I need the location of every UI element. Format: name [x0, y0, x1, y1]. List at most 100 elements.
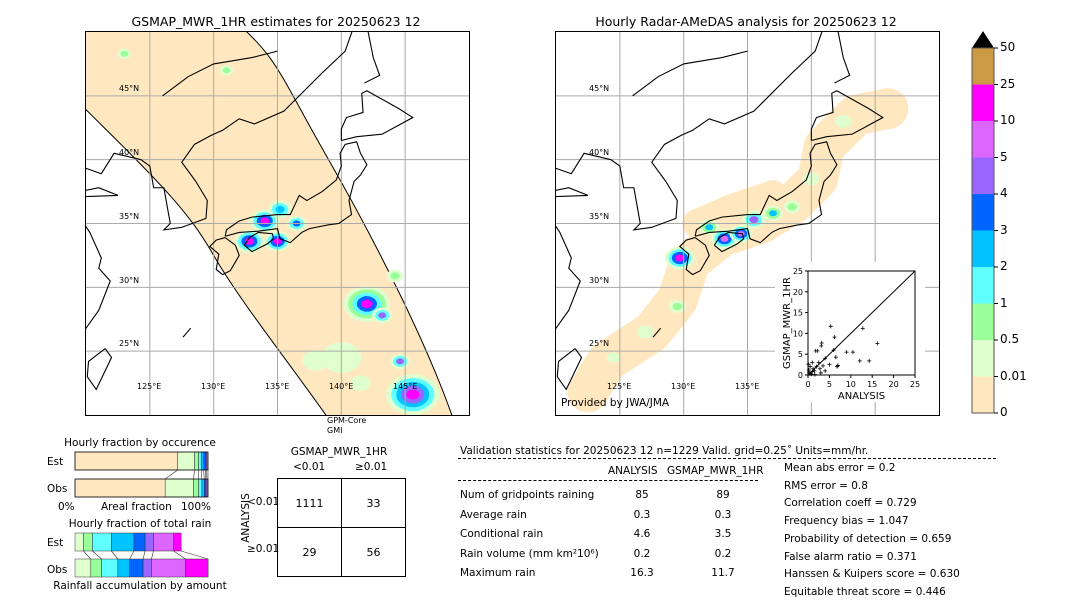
- scatter-point: [813, 348, 818, 353]
- colorbar-segment: [972, 230, 994, 267]
- bar-segment: [90, 558, 102, 578]
- scatter-point: [875, 341, 880, 346]
- bar-segment: [74, 532, 84, 552]
- colorbar-segment: [972, 48, 994, 85]
- radar-coverage: [682, 180, 788, 238]
- colorbar-segment: [972, 376, 994, 413]
- scatter-point: [828, 324, 833, 329]
- bar-segment: [194, 451, 199, 471]
- coastline-ryukyu: [183, 328, 191, 337]
- y-tick-label: 0: [798, 371, 803, 380]
- score-line: Correlation coeff = 0.729: [784, 497, 917, 510]
- rain-cell: [302, 349, 330, 371]
- scatter-point: [867, 358, 872, 363]
- scatter-xlabel: ANALYSIS: [838, 391, 885, 402]
- bar-segment: [101, 558, 119, 578]
- colorbar-tick-label: 5: [1000, 149, 1008, 164]
- occurrence-bars: [74, 451, 209, 498]
- rain-cell: [260, 217, 270, 225]
- bar-segment: [198, 451, 202, 471]
- scatter-point: [808, 371, 813, 376]
- bar-segment: [133, 532, 146, 552]
- colorbar-tick-label: 0.01: [1000, 368, 1027, 383]
- x-tick-label: 10: [846, 380, 856, 389]
- satellite-name: GPM-Core: [327, 416, 367, 425]
- rain-est-label: Est: [47, 537, 64, 549]
- x-tick-label: 5: [827, 380, 832, 389]
- bar-connector: [181, 550, 209, 560]
- contingency-row-0: <0.01: [247, 496, 280, 508]
- stats-col-analysis: ANALYSIS: [608, 465, 658, 477]
- bar-segment: [173, 532, 182, 552]
- bar-segment: [151, 558, 186, 578]
- bar-connector: [111, 550, 119, 560]
- colorbar-segment: [972, 267, 994, 304]
- total-rain-title: Hourly fraction of total rain: [68, 518, 212, 530]
- y-tick-label: 15: [793, 309, 803, 318]
- rain-cell: [672, 302, 682, 311]
- colorbar-tick-label: 0: [1000, 405, 1008, 419]
- coastline-sakhalin: [834, 32, 849, 83]
- right-map-title: Hourly Radar-AMeDAS analysis for 2025062…: [595, 14, 897, 29]
- contingency-title: GSMAP_MWR_1HR: [290, 446, 388, 458]
- scatter-point: [833, 355, 838, 360]
- rain-cell: [390, 272, 400, 280]
- bar-segment: [153, 532, 174, 552]
- bar-segment: [185, 558, 209, 578]
- scatter-point: [857, 358, 862, 363]
- rain-cell: [769, 210, 777, 217]
- score-line: Probability of detection = 0.659: [784, 532, 952, 545]
- coastline-shikoku: [244, 232, 273, 251]
- scatter-plot: 0 5 10 15 20 25 0 5 10 15 20 25 ANALYSIS GSMAP_MWR_1H…: [782, 267, 920, 402]
- x-tick-label: 20: [889, 380, 899, 389]
- scatter-point: [844, 350, 849, 355]
- coastline-kyushu: [210, 238, 239, 275]
- bar-connector: [129, 550, 135, 560]
- colorbar-segment: [972, 84, 994, 121]
- scatter-point: [823, 368, 828, 373]
- rain-cell: [787, 203, 797, 211]
- lat-label: 40°N: [589, 148, 610, 157]
- stats-row-gsmap: 3.5: [714, 528, 732, 540]
- colorbar-segment: [972, 121, 994, 158]
- colorbar-tick-label: 4: [1000, 186, 1008, 200]
- stats-row-gsmap: 0.2: [714, 547, 732, 560]
- rain-cell: [378, 312, 387, 319]
- one-to-one-line: [807, 270, 916, 376]
- lat-label: 45°N: [119, 84, 140, 94]
- bar-connector: [164, 469, 178, 480]
- stats-col-gsmap: GSMAP_MWR_1HR: [667, 465, 764, 477]
- occ-obs-label: Obs: [47, 483, 68, 495]
- bar-connector: [83, 550, 92, 560]
- scatter-ylabel: GSMAP_MWR_1HR: [782, 277, 793, 369]
- rain-cell: [606, 352, 621, 363]
- y-tick-label: 10: [793, 329, 803, 338]
- scatter-point: [812, 368, 817, 373]
- scatter-point: [835, 363, 840, 368]
- rain-cell: [275, 205, 285, 213]
- rain-cell: [120, 50, 129, 57]
- colorbar-tick-label: 50: [1000, 40, 1016, 54]
- bar-segment: [92, 532, 112, 552]
- colorbar-segment: [972, 194, 994, 231]
- bar-segment: [129, 558, 144, 578]
- cell-miss: 29: [277, 527, 342, 577]
- scatter-point: [823, 356, 828, 361]
- contingency-col-0: <0.01: [293, 461, 326, 473]
- x-tick-label: 0: [805, 380, 810, 389]
- stats-row-analysis: 16.3: [630, 567, 654, 579]
- data-credit: Provided by JWA/JMA: [561, 397, 670, 409]
- occ-tick-0: 0%: [58, 501, 75, 513]
- stats-row-label: Num of gridpoints raining: [460, 489, 595, 501]
- bar-segment: [201, 478, 205, 498]
- scatter-point: [819, 340, 824, 345]
- scatter-point: [810, 369, 815, 374]
- stats-row-analysis: 0.3: [633, 508, 651, 521]
- x-tick-label: 25: [910, 380, 920, 389]
- y-tick-label: 5: [798, 350, 803, 359]
- colorbar: [971, 31, 998, 414]
- left-map: [85, 31, 470, 416]
- scatter-point: [811, 366, 816, 371]
- coastline-taiwan: [87, 349, 111, 390]
